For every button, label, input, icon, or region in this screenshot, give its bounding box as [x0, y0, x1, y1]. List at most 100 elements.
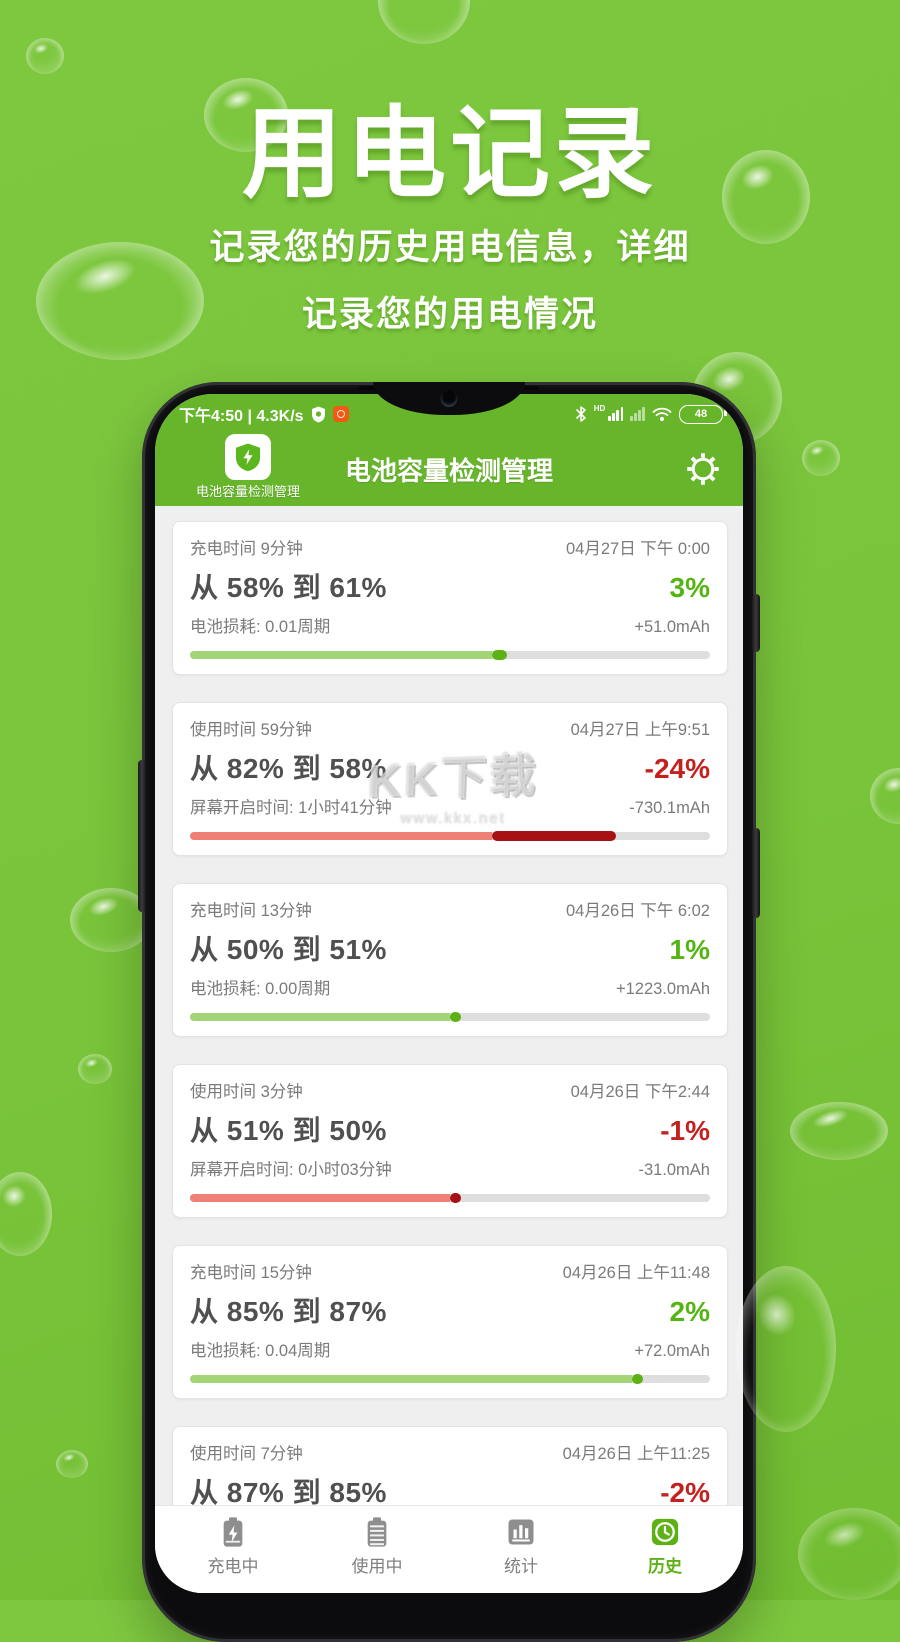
record-card[interactable]: 充电时间 13分钟 04月26日 下午 6:02 从 50% 到 51% 1% … [172, 883, 728, 1037]
app-bar-title: 电池容量检测管理 [344, 455, 553, 486]
bubble [56, 1450, 88, 1478]
record-delta: 1% [669, 934, 710, 965]
nav-label: 使用中 [351, 1557, 403, 1576]
record-range: 从 82% 到 58% [190, 753, 387, 784]
app-bar: 电池容量检测管理 电池容量检测管理 [155, 432, 743, 506]
record-card[interactable]: 使用时间 59分钟 04月27日 上午9:51 从 82% 到 58% -24%… [172, 702, 728, 856]
record-detail: 电池损耗: 0.01周期 [190, 618, 331, 636]
record-range: 从 85% 到 87% [190, 1296, 387, 1327]
nav-label: 历史 [648, 1557, 682, 1576]
signal-icon [608, 407, 624, 421]
progress-light-segment [190, 1013, 450, 1021]
progress-dark-segment [450, 1193, 461, 1203]
record-date: 04月26日 下午2:44 [570, 1083, 710, 1101]
phone-mockup: 下午4:50 | 4.3K/s HD [138, 382, 760, 1642]
record-range: 从 87% 到 85% [190, 1477, 387, 1505]
launcher-caption: 电池容量检测管理 [195, 484, 300, 499]
progress-light-segment [190, 651, 492, 659]
bottom-nav: 充电中 使用中 [155, 1505, 743, 1593]
record-amount: -730.1mAh [629, 799, 710, 817]
battery-progress-bar [190, 831, 710, 841]
record-date: 04月27日 下午 0:00 [566, 540, 710, 558]
bluetooth-icon [575, 406, 586, 422]
battery-icon [367, 1517, 387, 1547]
bubble [0, 1172, 52, 1256]
record-card[interactable]: 使用时间 3分钟 04月26日 下午2:44 从 51% 到 50% -1% 屏… [172, 1064, 728, 1218]
record-card[interactable]: 充电时间 9分钟 04月27日 下午 0:00 从 58% 到 61% 3% 电… [172, 521, 728, 675]
phone-side-button [752, 594, 760, 652]
record-amount: +51.0mAh [634, 618, 710, 636]
progress-dark-segment [491, 831, 617, 841]
phone-screen: 下午4:50 | 4.3K/s HD [155, 394, 743, 1593]
progress-dark-segment [632, 1374, 643, 1384]
notification-app-icon [332, 406, 349, 422]
record-duration: 使用时间 59分钟 [190, 721, 312, 739]
progress-light-segment [190, 1375, 632, 1383]
progress-dark-segment [491, 650, 508, 660]
bubble [790, 1102, 888, 1160]
bubble [802, 440, 840, 476]
phone-side-button [138, 760, 146, 912]
record-card[interactable]: 使用时间 7分钟 04月26日 上午11:25 从 87% 到 85% -2% [172, 1426, 728, 1505]
page-title: 用电记录 [242, 98, 658, 210]
nav-item-charging[interactable]: 充电中 [161, 1516, 305, 1577]
bubble [870, 768, 900, 824]
bubble [798, 1508, 900, 1600]
record-range: 从 51% 到 50% [190, 1115, 387, 1146]
record-amount: +72.0mAh [634, 1342, 710, 1360]
stats-icon [508, 1519, 534, 1545]
signal2-icon [630, 407, 645, 421]
battery-progress-bar [190, 650, 710, 660]
record-list: 充电时间 9分钟 04月27日 下午 0:00 从 58% 到 61% 3% 电… [155, 506, 743, 1505]
record-date: 04月26日 上午11:48 [562, 1264, 710, 1282]
wifi-icon [652, 407, 672, 421]
record-duration: 充电时间 15分钟 [190, 1264, 312, 1282]
launcher-shortcut: 电池容量检测管理 [173, 434, 323, 500]
progress-light-segment [190, 832, 492, 840]
record-date: 04月26日 上午11:25 [562, 1445, 710, 1463]
nav-label: 充电中 [207, 1557, 259, 1576]
battery-status-icon: 48 [679, 404, 727, 424]
record-duration: 充电时间 13分钟 [190, 902, 312, 920]
record-duration: 使用时间 3分钟 [190, 1083, 303, 1101]
settings-gear-icon[interactable] [685, 451, 721, 487]
page-subtitle-line2: 记录您的用电情况 [301, 295, 598, 334]
hd-label: HD [593, 404, 606, 413]
phone-side-button [752, 828, 760, 918]
record-delta: -1% [660, 1115, 710, 1146]
record-duration: 充电时间 9分钟 [190, 540, 303, 558]
battery-charging-icon [223, 1517, 243, 1547]
nav-item-history[interactable]: 历史 [593, 1516, 737, 1577]
record-delta: -2% [660, 1477, 710, 1505]
battery-percent: 48 [694, 408, 708, 420]
nav-item-stats[interactable]: 统计 [449, 1516, 593, 1577]
history-clock-icon [651, 1518, 679, 1546]
progress-dark-segment [450, 1012, 461, 1022]
record-date: 04月26日 下午 6:02 [566, 902, 710, 920]
record-card[interactable]: 充电时间 15分钟 04月26日 上午11:48 从 85% 到 87% 2% … [172, 1245, 728, 1399]
record-detail: 电池损耗: 0.00周期 [190, 980, 331, 998]
nav-label: 统计 [504, 1557, 538, 1576]
battery-progress-bar [190, 1012, 710, 1022]
record-amount: -31.0mAh [638, 1161, 710, 1179]
nav-item-in-use[interactable]: 使用中 [305, 1516, 449, 1577]
record-date: 04月27日 上午9:51 [570, 721, 710, 739]
record-range: 从 50% 到 51% [190, 934, 387, 965]
record-range: 从 58% 到 61% [190, 572, 387, 603]
bubble [26, 38, 64, 74]
record-delta: 3% [669, 572, 710, 603]
battery-progress-bar [190, 1374, 710, 1384]
bubble [78, 1054, 112, 1084]
bubble [378, 0, 470, 44]
shield-status-icon [311, 406, 325, 422]
record-delta: 2% [669, 1296, 710, 1327]
progress-light-segment [190, 1194, 450, 1202]
record-duration: 使用时间 7分钟 [190, 1445, 303, 1463]
status-time-speed: 下午4:50 | 4.3K/s [179, 408, 304, 425]
front-camera [440, 390, 458, 407]
record-delta: -24% [644, 753, 710, 784]
record-detail: 电池损耗: 0.04周期 [190, 1342, 331, 1360]
record-amount: +1223.0mAh [615, 980, 710, 998]
battery-progress-bar [190, 1193, 710, 1203]
record-detail: 屏幕开启时间: 1小时41分钟 [190, 799, 392, 817]
